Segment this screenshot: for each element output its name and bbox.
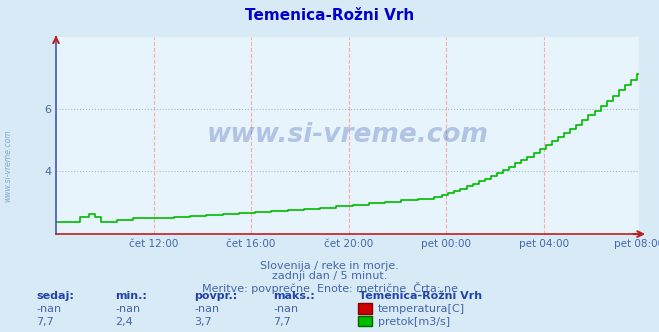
Text: pretok[m3/s]: pretok[m3/s] — [378, 317, 449, 327]
Text: temperatura[C]: temperatura[C] — [378, 304, 465, 314]
Text: Temenica-Rožni Vrh: Temenica-Rožni Vrh — [245, 8, 414, 23]
Text: Slovenija / reke in morje.: Slovenija / reke in morje. — [260, 261, 399, 271]
Text: -nan: -nan — [36, 304, 61, 314]
Text: min.:: min.: — [115, 291, 147, 301]
Text: Temenica-Rožni Vrh: Temenica-Rožni Vrh — [359, 291, 482, 301]
Text: Meritve: povprečne  Enote: metrične  Črta: ne: Meritve: povprečne Enote: metrične Črta:… — [202, 282, 457, 294]
Text: www.si-vreme.com: www.si-vreme.com — [207, 122, 488, 148]
Text: -nan: -nan — [115, 304, 140, 314]
Text: 7,7: 7,7 — [36, 317, 54, 327]
Text: zadnji dan / 5 minut.: zadnji dan / 5 minut. — [272, 271, 387, 281]
Text: povpr.:: povpr.: — [194, 291, 238, 301]
Text: 2,4: 2,4 — [115, 317, 133, 327]
Text: -nan: -nan — [194, 304, 219, 314]
Text: 3,7: 3,7 — [194, 317, 212, 327]
Text: sedaj:: sedaj: — [36, 291, 74, 301]
Text: maks.:: maks.: — [273, 291, 315, 301]
Text: 7,7: 7,7 — [273, 317, 291, 327]
Text: -nan: -nan — [273, 304, 299, 314]
Text: www.si-vreme.com: www.si-vreme.com — [3, 130, 13, 202]
